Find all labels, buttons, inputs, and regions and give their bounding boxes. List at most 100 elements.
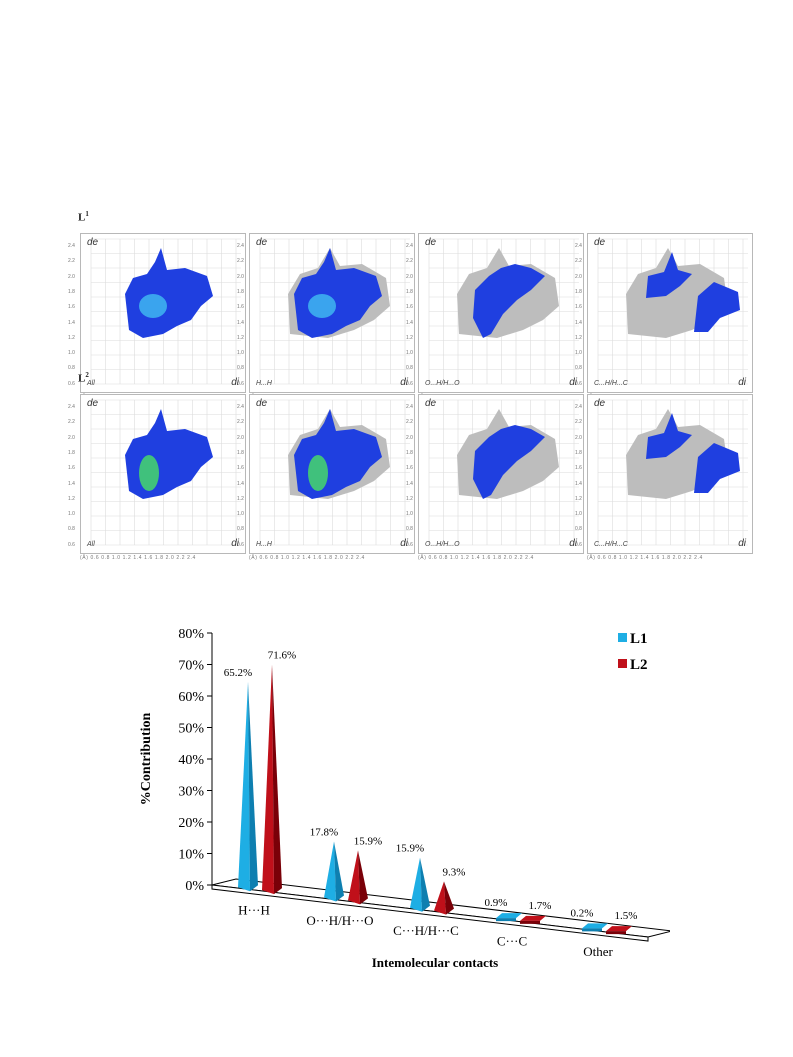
fingerprint-plot: de di All (Å) 0.6 0.8 1.0 1.2 1.4 1.6 1.8 2… — [68, 394, 246, 562]
y-tick-label: 0.6 — [575, 541, 582, 548]
y-tick-label: 1.4 — [237, 319, 244, 326]
y-tick-label: 0.8 — [68, 365, 75, 372]
contact-points — [294, 248, 382, 338]
fingerprint-panel: de di All — [80, 233, 246, 393]
fingerprint-panel: de di All — [80, 394, 246, 554]
row-label-1: L1 — [78, 210, 89, 224]
fingerprint-graphic — [428, 399, 579, 546]
axis-de-label: de — [425, 398, 437, 409]
bar-cone-face — [444, 881, 454, 915]
y-tick-label: 30% — [178, 785, 204, 800]
y-tick-label: 1.0 — [68, 511, 75, 518]
y-tick-label: 20% — [178, 816, 204, 831]
row-label-sup: 1 — [85, 210, 89, 218]
bar-slab — [606, 926, 632, 932]
contact-type-label: O...H/H...O — [425, 380, 460, 387]
y-tick-label: 1.8 — [68, 288, 75, 295]
y-tick-label: 1.0 — [237, 350, 244, 357]
y-tick-label: 60% — [178, 690, 204, 705]
contact-points — [294, 409, 382, 499]
y-tick-label: 0.6 — [237, 380, 244, 387]
y-tick-label: 1.0 — [575, 350, 582, 357]
y-tick-label: 1.4 — [68, 480, 75, 487]
fingerprint-plot: de di C...H/H...C (Å) 0.6 0.8 1.0 1.2 1.4 1… — [575, 394, 753, 562]
axis-de-label: de — [256, 398, 268, 409]
bar-cone-face — [272, 664, 282, 895]
y-tick-label: 1.4 — [575, 319, 582, 326]
y-tick-label: 1.2 — [68, 495, 75, 502]
data-label: 1.5% — [615, 910, 638, 922]
contact-points — [473, 425, 545, 499]
y-tick-label: 0.8 — [237, 365, 244, 372]
fingerprint-panel: de di C...H/H...C — [587, 233, 753, 393]
contact-points — [694, 282, 740, 332]
high-density-region — [139, 455, 159, 491]
fingerprint-graphic — [90, 399, 241, 546]
category-label: C···H/H···C — [393, 923, 459, 938]
bar-cone-face — [420, 857, 430, 912]
y-tick-label: 2.0 — [68, 273, 75, 280]
y-tick-label: 0.8 — [406, 526, 413, 533]
contact-type-label: All — [87, 380, 95, 387]
y-tick-label: 1.0 — [575, 511, 582, 518]
axis-de-label: de — [256, 237, 268, 248]
row-label-sup: 2 — [85, 371, 89, 379]
contact-type-label: H...H — [256, 380, 272, 387]
y-tick-label: 1.8 — [406, 449, 413, 456]
bar-cone-face — [334, 841, 344, 902]
axis-de-label: de — [87, 237, 99, 248]
y-tick-label: 1.8 — [575, 288, 582, 295]
y-tick-label: 2.4 — [68, 243, 75, 249]
bar-cone-face — [358, 850, 368, 905]
contribution-chart: 0% 10% 20% 30% 40% 50% 60% 70% 80% %Contribution 6… — [139, 627, 670, 970]
legend-swatch — [618, 633, 627, 642]
legend-label: L2 — [630, 657, 648, 673]
legend-swatch — [618, 659, 627, 668]
y-tick-label: 10% — [178, 848, 204, 863]
y-tick-label: 0.8 — [575, 526, 582, 533]
y-tick-label: 1.6 — [406, 304, 413, 311]
bar-cone-face — [348, 850, 360, 905]
y-tick-label: 1.6 — [575, 304, 582, 311]
y-tick-label: 2.4 — [406, 404, 413, 410]
x-tick-labels: (Å) 0.6 0.8 1.0 1.2 1.4 1.6 1.8 2.0 2.2 … — [418, 555, 534, 561]
y-tick-label: 0.8 — [575, 365, 582, 372]
y-tick-label: 70% — [178, 659, 204, 674]
y-axis-title: %Contribution — [139, 713, 154, 806]
row-label-text: L — [78, 372, 86, 385]
axis-di-label: di — [569, 538, 577, 549]
y-tick-label: 1.6 — [68, 465, 75, 472]
y-tick-label: 1.6 — [237, 465, 244, 472]
y-tick-label: 2.0 — [406, 273, 413, 280]
y-tick-label: 1.8 — [575, 449, 582, 456]
axis-di-label: di — [400, 377, 408, 388]
y-tick-label: 2.0 — [406, 434, 413, 441]
fingerprint-panel: de di H...H — [249, 394, 415, 554]
bar-slab — [520, 915, 546, 921]
y-tick-label: 2.2 — [406, 419, 413, 426]
y-tick-label: 1.8 — [68, 449, 75, 456]
bar-cone-face — [248, 681, 258, 892]
axis-di-label: di — [738, 377, 746, 388]
fingerprint-panel: de di H...H — [249, 233, 415, 393]
y-tick-label: 40% — [178, 753, 204, 768]
y-tick-label: 1.8 — [237, 449, 244, 456]
y-tick-label: 1.6 — [237, 304, 244, 311]
y-tick-label: 1.6 — [406, 465, 413, 472]
fingerprint-graphic — [597, 399, 748, 546]
y-tick-label: 1.4 — [406, 319, 413, 326]
axis-de-label: de — [594, 237, 606, 248]
fingerprint-panel: de di O...H/H...O — [418, 394, 584, 554]
y-tick-label: 2.0 — [237, 273, 244, 280]
contact-points — [646, 252, 692, 298]
x-tick-labels: (Å) 0.6 0.8 1.0 1.2 1.4 1.6 1.8 2.0 2.2 … — [80, 555, 196, 561]
contact-type-label: All — [87, 541, 95, 548]
bar-slab-edge — [520, 920, 540, 924]
contact-type-label: O...H/H...O — [425, 541, 460, 548]
y-tick-label: 2.2 — [575, 419, 582, 426]
axis-di-label: di — [231, 538, 239, 549]
data-label: 0.9% — [485, 897, 508, 909]
fingerprint-panel: de di C...H/H...C — [587, 394, 753, 554]
x-tick-labels: (Å) 0.6 0.8 1.0 1.2 1.4 1.6 1.8 2.0 2.2 … — [587, 555, 703, 561]
